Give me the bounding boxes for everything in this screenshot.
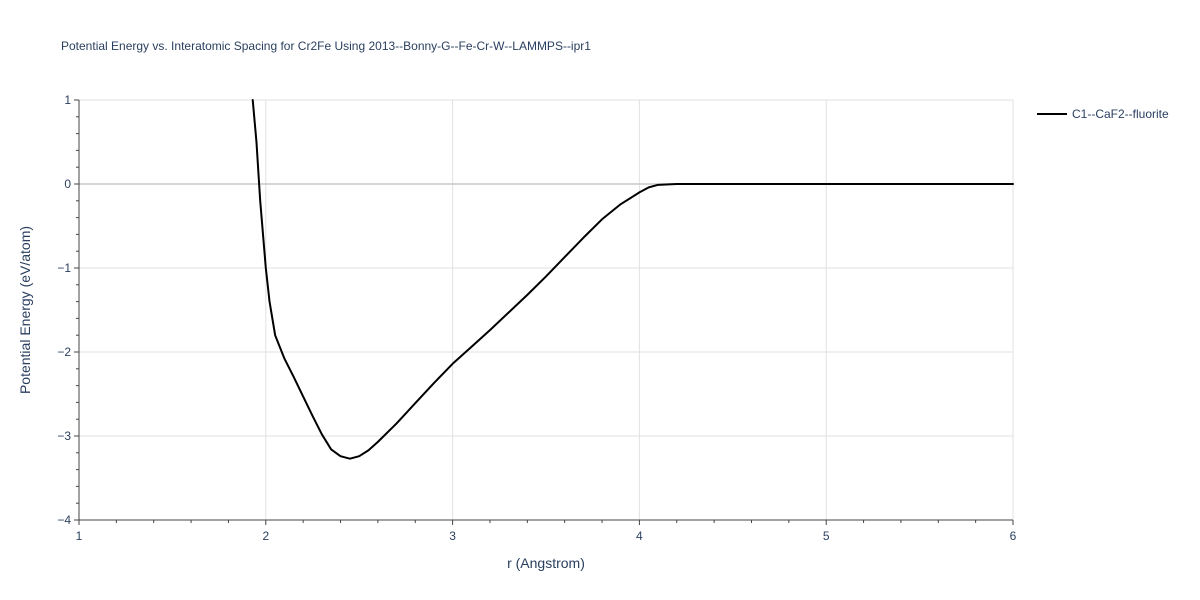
y-tick-label: −4 [57,513,71,527]
x-tick-label: 6 [1010,529,1017,543]
x-tick-label: 2 [262,529,269,543]
x-tick-label: 5 [823,529,830,543]
tick-labels: 1 2 3 4 5 6 1 0 −1 −2 −3 −4 [57,93,1016,543]
x-tick-label: 4 [636,529,643,543]
legend[interactable]: C1--CaF2--fluorite [1037,107,1169,121]
y-tick-label: 0 [64,177,71,191]
x-axis-title: r (Angstrom) [507,555,585,571]
legend-item[interactable]: C1--CaF2--fluorite [1037,107,1169,121]
x-tick-label: 3 [449,529,456,543]
legend-label: C1--CaF2--fluorite [1072,107,1169,121]
x-tick-label: 1 [76,529,83,543]
y-axis-title: Potential Energy (eV/atom) [17,226,33,394]
axes [74,99,1014,525]
chart-title: Potential Energy vs. Interatomic Spacing… [61,39,591,53]
y-tick-label: −3 [57,429,71,443]
series-line [251,99,1014,460]
y-tick-label: −2 [57,345,71,359]
y-tick-label: 1 [64,93,71,107]
grid [79,99,1014,520]
series-layer [251,99,1014,460]
y-tick-label: −1 [57,261,71,275]
